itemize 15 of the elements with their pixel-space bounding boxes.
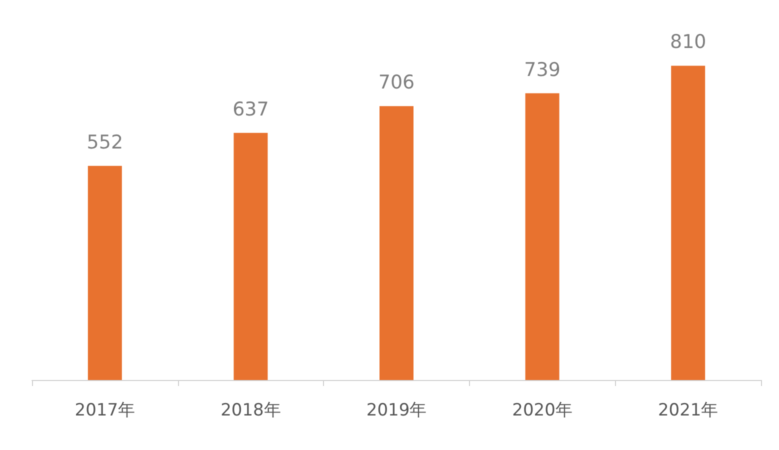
data-label: 706 [378, 72, 415, 94]
bar [525, 93, 560, 380]
data-label: 810 [670, 31, 706, 54]
bar [88, 166, 122, 380]
x-tick-label: 2018年 [220, 400, 281, 420]
data-label: 552 [86, 131, 124, 154]
bar [234, 132, 268, 380]
data-label: 637 [232, 98, 269, 120]
bar [671, 66, 706, 380]
x-tick-label: 2019年 [366, 400, 427, 420]
bar [380, 106, 414, 380]
x-tick-label: 2020年 [512, 400, 572, 420]
data-label: 739 [524, 58, 560, 81]
x-tick-label: 2021年 [658, 400, 718, 420]
x-tick-label: 2017年 [74, 400, 136, 420]
